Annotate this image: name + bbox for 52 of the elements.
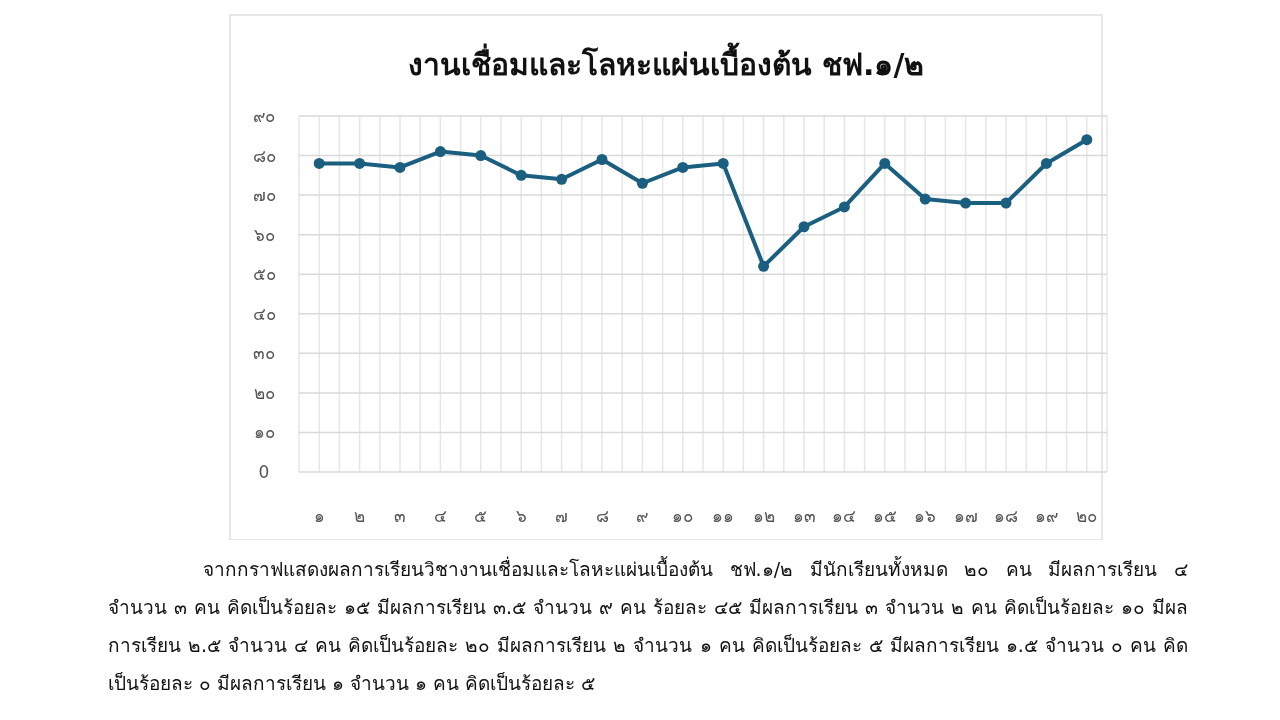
y-tick-label: ๑๐ [253,422,275,443]
point [798,221,810,233]
x-tick-label: ๑๖ [914,506,937,526]
point [879,157,891,169]
y-tick-label: ๗๐ [252,185,276,206]
point [596,154,608,166]
y-tick-label: ๙๐ [253,106,275,126]
point [556,173,568,185]
point [717,157,729,169]
chart-title: งานเชื่อมและโลหะแผ่นเบื้องต้น ชฟ.๑/๒ [407,42,925,82]
point [919,193,931,205]
x-tick-label: ๓ [394,506,406,526]
x-tick-label: ๑๗ [953,506,978,526]
point [475,150,487,162]
point [1040,157,1052,169]
x-tick-label: ๒๐ [1076,506,1098,526]
point [434,146,446,158]
x-tick-label: ๙ [636,506,649,526]
point [515,169,527,181]
x-tick-label: ๑๒ [752,506,775,526]
point [354,157,366,169]
y-tick-label: ๔๐ [252,303,276,324]
x-tick-label: ๑ [313,506,325,526]
point [677,161,689,173]
point [313,157,325,169]
x-tick-label: ๔ [433,506,447,526]
x-tick-label: ๒ [354,506,366,526]
x-tick-label: ๘ [595,506,609,526]
point [838,201,850,213]
point [758,260,770,272]
x-tick-label: ๖ [515,506,527,526]
x-tick-label: ๑๐ [672,506,694,526]
text: จากกราฟแสดงผลการเรียนวิชางานเชื่อมและโลหะแผ่นเบื้องต้น ชฟ.๑/๒ มีนักเรียนทั้งหมด ๒๐ คน มีผลการเรียน ๔ จำนวน ๓ คน คิดเป็นร้อยละ ๑๕ มีผลการเรียน ๓.๕ จำนวน ๙ คน ร้อยละ ๔๕ มีผลการเรียน ๓ จำนวน ๒ คน คิดเป็นร้อยละ ๑๐ มีผลการเรียน ๒.๕ จำนวน ๔ คน คิดเป็นร้อยละ ๒๐ มีผลการเรียน ๒ จำนวน ๑ คน คิดเป็นร้อยละ ๕ มีผลการเรียน ๑.๕ จำนวน ๐ คน คิดเป็นร้อยละ ๐ มีผลการเรียน ๑ จำนวน ๑ คน คิดเป็นร้อยละ ๕ [108,555,1188,696]
y-tick-label: ๖๐ [253,224,275,245]
x-tick-label: ๑๕ [872,506,897,526]
x-tick-label: ๑๑ [712,506,735,526]
x-tick-label: ๗ [555,506,569,526]
x-tick-label: ๑๓ [792,506,816,526]
point [960,197,972,209]
point [394,161,406,173]
point [1000,197,1012,209]
point [1081,134,1093,146]
x-tick-label: ๑๘ [994,506,1018,526]
x-tick-label: ๑๔ [832,506,857,526]
y-tick-label: ๓๐ [253,343,275,364]
y-tick-label: 0 [258,462,270,482]
x-tick-label: ๕ [474,506,488,526]
y-tick-label: ๕๐ [252,264,276,285]
y-tick-label: ๒๐ [253,382,275,403]
y-tick-label: ๘๐ [252,145,276,166]
point [636,177,648,189]
x-tick-label: ๑๙ [1034,506,1058,526]
